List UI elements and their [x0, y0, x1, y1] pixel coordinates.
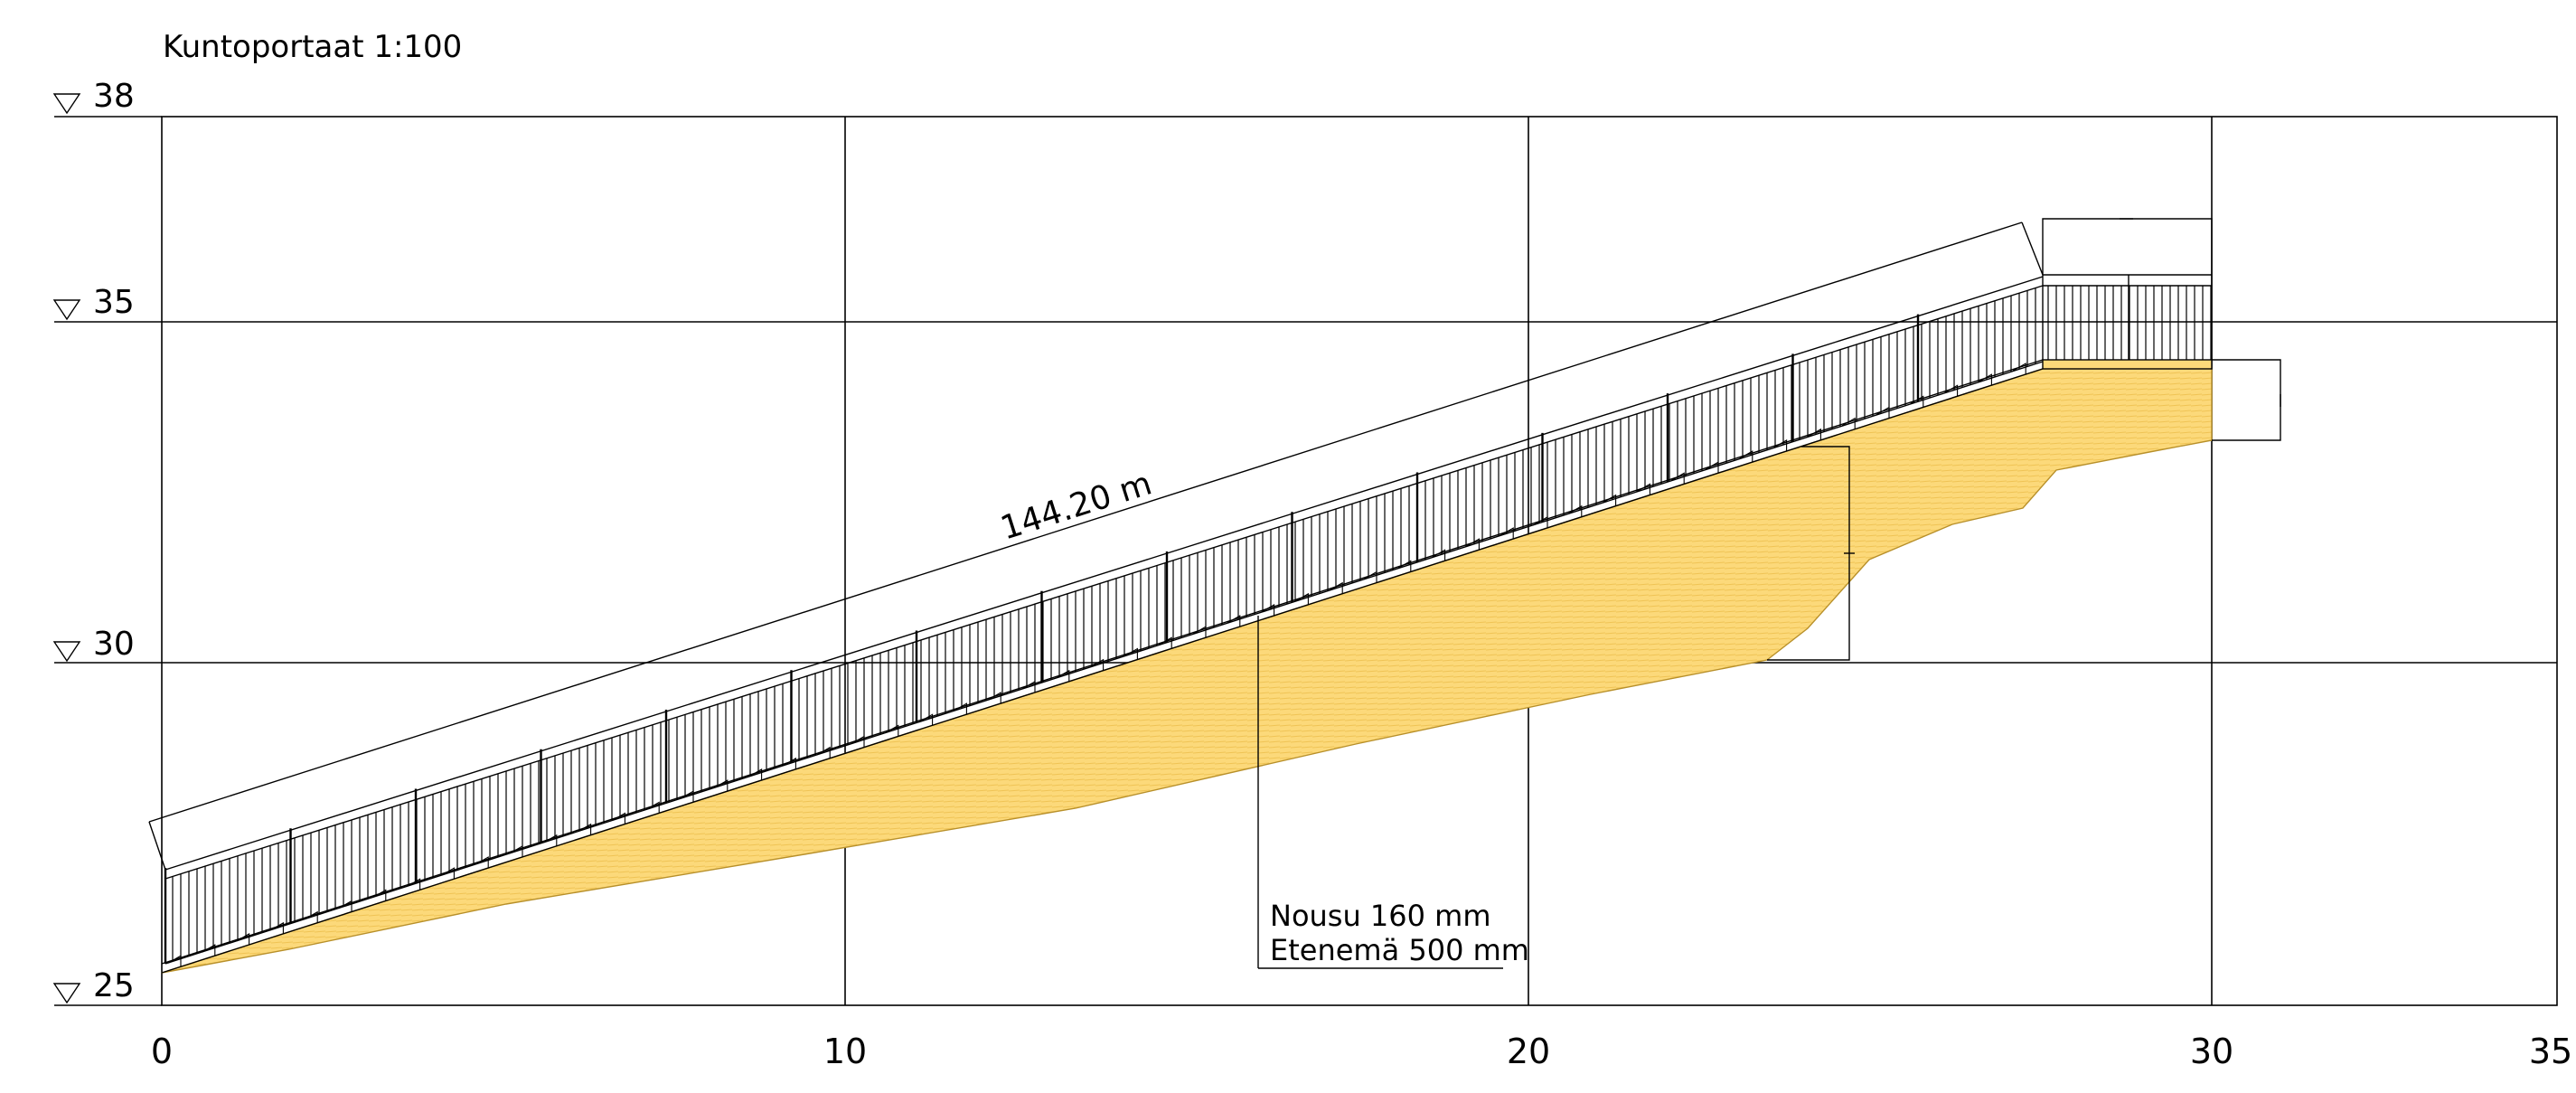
stair-step: [1568, 504, 1583, 517]
stair-step: [2012, 363, 2026, 375]
station-label-10: 10: [823, 1032, 867, 1071]
stair-step: [475, 856, 489, 869]
stair-step: [202, 944, 216, 956]
grid-frame: [161, 116, 2558, 1006]
stair-step: [612, 812, 625, 824]
stair-step: [1670, 472, 1685, 485]
landing-dimension-line: [2042, 218, 2213, 275]
ground-fill: [161, 366, 2213, 974]
stair-step: [1090, 658, 1105, 671]
stair-step: [270, 921, 284, 934]
stair-step: [1329, 581, 1343, 594]
stair-step: [1124, 647, 1138, 660]
elevation-label: 35: [93, 284, 135, 321]
stair-step: [714, 779, 729, 792]
stair-step: [304, 910, 318, 923]
stair-step: [885, 724, 899, 737]
stair-step: [1261, 604, 1275, 616]
right-height-dimension-line: [2212, 359, 2281, 441]
elevation-marker-30: 30: [52, 626, 135, 663]
elevation-triangle-icon: [52, 641, 81, 663]
elevation-label: 38: [93, 78, 135, 115]
elevation-triangle-icon: [52, 93, 81, 115]
stair-step: [1432, 549, 1446, 561]
step-callout: Nousu 160 mm Etenemä 500 mm: [1257, 616, 1529, 969]
stair-step: [1841, 417, 1856, 429]
callout-tread-text: Etenemä 500 mm: [1270, 933, 1529, 967]
stair-step: [1295, 592, 1309, 605]
stair-step: [1500, 527, 1514, 540]
stair-stringer-top: [161, 359, 2044, 965]
stair-step: [987, 692, 1001, 704]
station-label-35: 35: [2529, 1032, 2572, 1071]
stair-step: [1397, 560, 1412, 572]
drawing-title: Kuntoportaat 1:100: [163, 29, 462, 65]
landing-deck: [2042, 359, 2213, 370]
station-label-30: 30: [2190, 1032, 2233, 1071]
handrail-top: [165, 276, 2044, 871]
mid-height-dimension: [1767, 446, 1855, 661]
stair-step: [236, 933, 250, 945]
elevation-marker-38: 38: [52, 78, 135, 115]
stair-step: [1227, 615, 1241, 627]
railing: [164, 274, 2213, 965]
stair-step: [748, 768, 763, 780]
elevation-marker-35: 35: [52, 284, 135, 321]
length-label: 144.20 m: [996, 465, 1156, 547]
landing-dimension: [2042, 218, 2213, 275]
top-landing: [2042, 359, 2213, 370]
stair-step: [783, 757, 796, 769]
length-extension-line-left: [148, 821, 166, 871]
stair-step: [1739, 450, 1753, 463]
stair-step: [1637, 483, 1650, 495]
stair-step: [372, 889, 387, 901]
elevation-marker-25: 25: [52, 967, 135, 1004]
stair-stringer-bottom: [161, 368, 2044, 974]
stair-step: [816, 746, 831, 759]
stair-step: [543, 834, 558, 846]
station-label-20: 20: [1507, 1032, 1550, 1071]
callout-rise-text: Nousu 160 mm: [1270, 899, 1491, 933]
elevation-label: 25: [93, 967, 135, 1004]
section-grid: [54, 116, 2558, 1006]
elevation-axis: 38 35 30 25: [52, 78, 135, 1004]
right-height-dimension: [2212, 359, 2281, 441]
stair-step: [1466, 538, 1480, 551]
stair-step: [441, 867, 455, 880]
stair-step: [1773, 439, 1788, 451]
stair-step: [954, 702, 967, 715]
length-extension-line-right: [2021, 221, 2044, 276]
stair-step: [1944, 384, 1959, 397]
station-label-0: 0: [151, 1032, 173, 1071]
stair-step: [1603, 494, 1617, 506]
stair-step: [1808, 428, 1821, 440]
stair-step: [1158, 636, 1172, 649]
length-dimension-line: [148, 221, 2023, 823]
stair-step: [1056, 669, 1070, 682]
stair-step: [645, 801, 660, 814]
station-axis: 0 10 20 30 35: [151, 1032, 2572, 1071]
elevation-triangle-icon: [52, 299, 81, 321]
elevation-label: 30: [93, 626, 135, 663]
stair-step: [1979, 373, 1992, 386]
handrail-bottom: [165, 285, 2044, 880]
elevation-triangle-icon: [52, 983, 81, 1004]
stair-step: [919, 713, 934, 726]
stair-step: [578, 823, 592, 835]
stair-step: [1910, 395, 1924, 408]
railing-base: [165, 361, 2044, 965]
stair-step: [407, 878, 421, 890]
